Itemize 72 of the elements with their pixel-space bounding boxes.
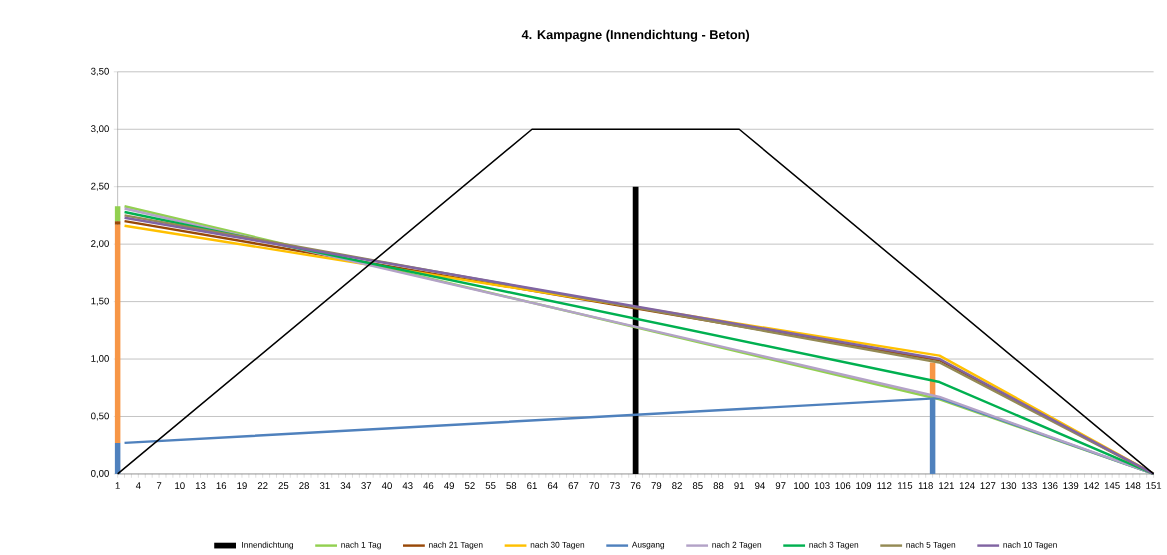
x-tick-label: 34 [340, 482, 351, 490]
x-tick-label: 10 [175, 482, 185, 490]
x-tick-label: 58 [506, 482, 517, 490]
legend-label: Ausgang [631, 541, 665, 550]
x-tick-label: 133 [1022, 482, 1037, 490]
x-tick-label: 79 [651, 482, 662, 490]
chart-title: 4. Kampagne (Innendichtung - Beton) [521, 29, 750, 42]
legend-label: nach 30 Tagen [530, 541, 585, 550]
x-tick-label: 13 [195, 482, 206, 490]
x-tick-label: 88 [713, 482, 724, 490]
x-tick-label: 142 [1084, 482, 1099, 490]
x-tick-label: 25 [278, 482, 289, 490]
x-tick-label: 64 [547, 482, 558, 490]
x-tick-label: 124 [959, 482, 975, 490]
x-tick-label: 91 [734, 482, 745, 490]
x-tick-label: 46 [423, 482, 434, 490]
x-tick-label: 67 [568, 482, 579, 490]
x-tick-label: 121 [939, 482, 954, 490]
x-tick-label: 112 [877, 482, 892, 490]
legend-label: nach 1 Tag [341, 541, 381, 550]
x-tick-label: 109 [856, 482, 872, 490]
x-tick-label: 7 [156, 482, 162, 490]
x-tick-label: 22 [257, 482, 268, 490]
bar [114, 221, 121, 225]
x-tick-label: 115 [898, 482, 913, 490]
x-tick-label: 118 [918, 482, 933, 490]
x-tick-label: 52 [464, 482, 475, 490]
y-tick-label: 1,50 [91, 297, 109, 306]
legend-label: Innendichtung [242, 541, 294, 550]
y-tick-label: 3,50 [91, 68, 109, 76]
x-tick-label: 40 [381, 482, 392, 490]
y-tick-label: 2,50 [91, 182, 109, 191]
legend-label: nach 2 Tagen [712, 541, 762, 550]
x-tick-label: 1 [115, 482, 120, 490]
x-tick-label: 28 [299, 482, 310, 490]
x-tick-label: 100 [794, 482, 809, 490]
x-tick-label: 139 [1063, 482, 1079, 490]
x-tick-label: 130 [1001, 482, 1017, 490]
y-tick-label: 1,00 [91, 355, 109, 364]
x-tick-label: 136 [1042, 482, 1058, 490]
legend-label: nach 3 Tagen [809, 541, 859, 550]
legend-label: nach 10 Tagen [1003, 541, 1057, 550]
x-tick-label: 73 [610, 482, 620, 490]
x-tick-label: 97 [775, 482, 786, 490]
x-tick-label: 43 [402, 482, 413, 490]
x-tick-label: 55 [485, 482, 496, 490]
x-tick-label: 4 [135, 482, 141, 490]
x-tick-label: 49 [444, 482, 455, 490]
x-tick-label: 106 [835, 482, 851, 490]
legend-label: nach 21 Tagen [429, 541, 483, 550]
x-tick-label: 16 [216, 482, 227, 490]
x-tick-label: 94 [755, 482, 765, 490]
x-tick-label: 70 [589, 482, 600, 490]
y-tick-label: 3,00 [91, 125, 109, 134]
y-tick-label: 0,50 [91, 412, 109, 421]
y-tick-label: 2,00 [91, 240, 109, 249]
x-tick-label: 31 [319, 482, 330, 490]
x-tick-label: 82 [672, 482, 682, 490]
x-tick-label: 37 [361, 482, 372, 490]
bar [114, 224, 121, 444]
x-tick-label: 85 [692, 482, 703, 490]
x-tick-label: 103 [814, 482, 830, 490]
x-tick-label: 61 [527, 482, 537, 490]
x-tick-label: 19 [237, 482, 247, 490]
x-tick-label: 145 [1104, 482, 1120, 490]
bar [114, 206, 121, 222]
x-tick-label: 127 [980, 482, 996, 490]
legend-label: nach 5 Tagen [906, 541, 956, 550]
y-tick-label: 0,00 [91, 470, 109, 479]
x-tick-label: 151 [1146, 482, 1162, 490]
x-tick-label: 76 [630, 482, 641, 490]
x-tick-label: 148 [1125, 482, 1141, 490]
